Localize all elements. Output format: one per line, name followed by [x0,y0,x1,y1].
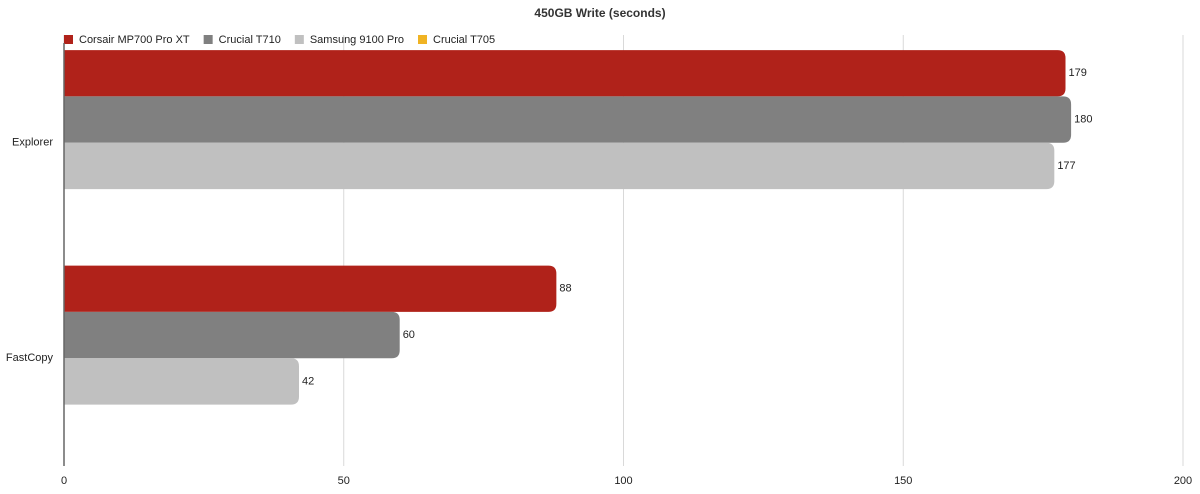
x-tick-label: 200 [1174,475,1192,487]
bar [64,142,1055,190]
legend-swatch [64,35,73,44]
bar [64,96,1072,143]
legend-label: Samsung 9100 Pro [310,34,404,46]
bar [64,50,1066,97]
y-tick-label: Explorer [12,137,53,149]
legend-label: Crucial T710 [219,34,281,46]
value-label: 179 [1069,67,1087,79]
legend-label: Corsair MP700 Pro XT [79,34,190,46]
x-tick-label: 50 [338,475,350,487]
bar [64,265,557,312]
bar [64,311,400,359]
legend-label: Crucial T705 [433,34,495,46]
x-tick-label: 150 [894,475,912,487]
x-tick-label: 0 [61,475,67,487]
value-label: 180 [1074,113,1092,125]
legend-swatch [203,35,213,44]
x-tick-label: 100 [614,475,632,487]
value-label: 42 [302,375,314,387]
y-tick-label: FastCopy [6,352,54,364]
legend-swatch [294,35,304,44]
value-label: 60 [403,329,415,341]
chart-title: 450GB Write (seconds) [534,6,665,20]
value-label: 88 [559,283,571,295]
legend-swatch [418,35,427,44]
bar [64,358,299,405]
value-label: 177 [1057,160,1075,172]
